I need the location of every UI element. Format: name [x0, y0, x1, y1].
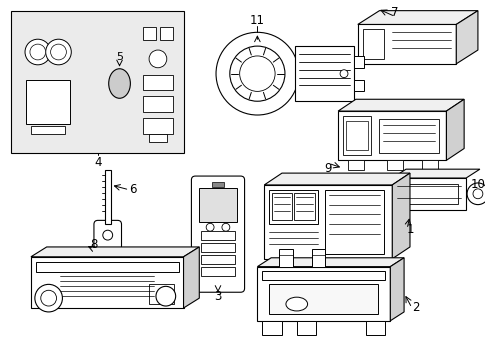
Polygon shape	[26, 80, 70, 124]
Polygon shape	[346, 121, 367, 150]
Polygon shape	[357, 11, 477, 24]
Circle shape	[35, 284, 62, 312]
Text: 8: 8	[90, 238, 98, 252]
Polygon shape	[389, 258, 403, 321]
Polygon shape	[143, 118, 172, 134]
Ellipse shape	[108, 69, 130, 98]
FancyBboxPatch shape	[191, 176, 244, 292]
Text: 2: 2	[411, 301, 419, 315]
Polygon shape	[143, 96, 172, 112]
Polygon shape	[272, 193, 291, 220]
Polygon shape	[399, 184, 457, 204]
Polygon shape	[31, 247, 199, 257]
Polygon shape	[296, 321, 316, 334]
Polygon shape	[357, 24, 455, 64]
Circle shape	[30, 44, 45, 60]
Circle shape	[156, 286, 175, 306]
Circle shape	[25, 39, 51, 65]
Polygon shape	[262, 321, 282, 334]
Polygon shape	[257, 267, 389, 321]
Text: 5: 5	[116, 52, 123, 62]
Circle shape	[239, 56, 275, 91]
Polygon shape	[201, 255, 234, 264]
Polygon shape	[149, 134, 166, 141]
Text: 10: 10	[469, 179, 485, 192]
Polygon shape	[391, 178, 465, 210]
Polygon shape	[455, 11, 477, 64]
Polygon shape	[379, 119, 438, 153]
Circle shape	[229, 46, 285, 101]
Circle shape	[222, 223, 229, 231]
Polygon shape	[386, 160, 402, 170]
Polygon shape	[199, 188, 236, 222]
Polygon shape	[353, 56, 363, 68]
Circle shape	[51, 44, 66, 60]
Text: 7: 7	[391, 6, 398, 19]
Polygon shape	[264, 185, 391, 259]
Polygon shape	[365, 321, 385, 334]
Polygon shape	[160, 27, 172, 40]
Polygon shape	[446, 99, 463, 160]
Polygon shape	[201, 243, 234, 252]
Circle shape	[102, 230, 112, 240]
Text: 11: 11	[249, 14, 264, 27]
Polygon shape	[279, 249, 292, 267]
Circle shape	[339, 70, 347, 78]
Text: 1: 1	[406, 223, 414, 236]
Polygon shape	[31, 126, 65, 134]
Circle shape	[466, 183, 488, 204]
Polygon shape	[293, 193, 315, 220]
Polygon shape	[257, 258, 403, 267]
Polygon shape	[391, 169, 479, 178]
Text: 6: 6	[129, 183, 137, 196]
Circle shape	[206, 223, 214, 231]
Polygon shape	[212, 182, 224, 187]
Polygon shape	[143, 27, 156, 40]
Polygon shape	[264, 173, 409, 185]
Circle shape	[45, 39, 71, 65]
Polygon shape	[268, 284, 378, 314]
Polygon shape	[268, 190, 318, 224]
Polygon shape	[343, 116, 370, 156]
Polygon shape	[311, 249, 325, 267]
Polygon shape	[262, 271, 385, 280]
Polygon shape	[337, 111, 446, 160]
Polygon shape	[353, 80, 363, 91]
Circle shape	[149, 50, 166, 68]
Polygon shape	[104, 170, 110, 224]
Polygon shape	[347, 160, 363, 170]
Circle shape	[472, 189, 482, 199]
Polygon shape	[201, 267, 234, 275]
Polygon shape	[201, 231, 234, 240]
FancyBboxPatch shape	[18, 18, 78, 137]
FancyBboxPatch shape	[136, 15, 179, 148]
Polygon shape	[362, 30, 384, 59]
Polygon shape	[149, 284, 173, 304]
Polygon shape	[337, 99, 463, 111]
Circle shape	[216, 32, 298, 115]
Circle shape	[41, 290, 57, 306]
Polygon shape	[143, 75, 172, 90]
Polygon shape	[294, 46, 353, 101]
Polygon shape	[325, 190, 384, 254]
Ellipse shape	[285, 297, 307, 311]
Polygon shape	[11, 11, 183, 153]
Polygon shape	[391, 173, 409, 259]
Polygon shape	[36, 262, 178, 271]
Polygon shape	[183, 247, 199, 308]
Polygon shape	[31, 257, 183, 308]
Text: 3: 3	[214, 290, 221, 303]
Text: 4: 4	[94, 156, 102, 169]
Polygon shape	[421, 160, 437, 170]
FancyBboxPatch shape	[94, 220, 121, 250]
Text: 9: 9	[324, 162, 331, 175]
